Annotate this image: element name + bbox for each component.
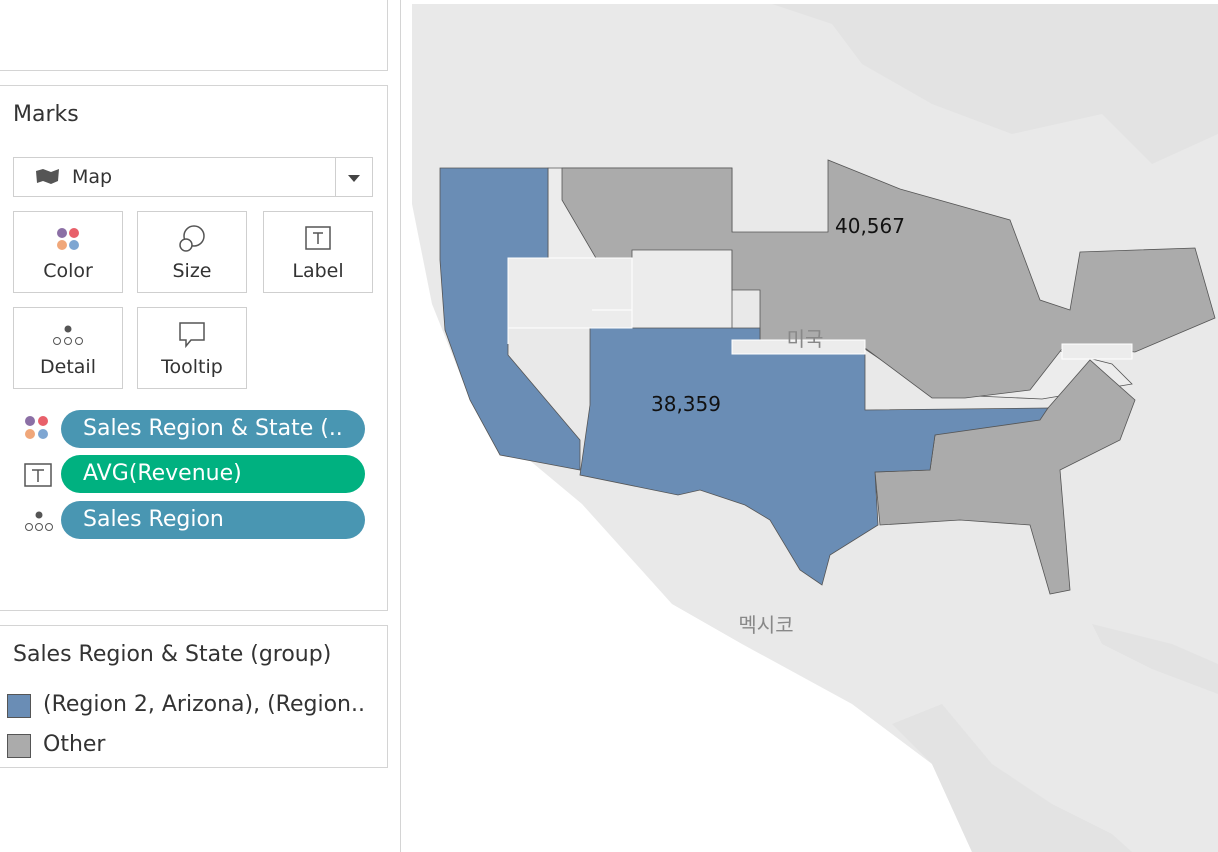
place-label: 미국	[787, 327, 824, 351]
mark-type-dropdown[interactable]: Map	[13, 157, 373, 197]
map: 미국 멕시코 40,567 38,359	[412, 4, 1218, 852]
mark-type: Map	[72, 166, 113, 188]
card-label: Tooltip	[161, 356, 223, 378]
card-label: Detail	[40, 356, 96, 378]
marks-title: Marks	[13, 102, 79, 127]
canada	[412, 4, 1218, 164]
card-label: Label	[292, 260, 344, 282]
place-label: 멕시코	[738, 613, 793, 637]
legend-title: Sales Region & State (group)	[13, 642, 332, 667]
card-label: Size	[172, 260, 212, 282]
map-label: 38,359	[651, 392, 721, 416]
legend-label[interactable]: (Region 2, Arizona), (Region..	[43, 692, 365, 717]
detail-card[interactable]: Detail	[13, 307, 123, 389]
size-card[interactable]: Size	[137, 211, 247, 293]
central-america	[892, 704, 1132, 852]
map-icon	[36, 169, 59, 184]
pill[interactable]: Sales Region	[61, 501, 365, 539]
legend-swatch[interactable]	[7, 694, 31, 718]
legend-label[interactable]: Other	[43, 732, 106, 757]
pill[interactable]: Sales Region & State (..	[61, 410, 365, 448]
map-label: 40,567	[835, 214, 905, 238]
label-card[interactable]: Label	[263, 211, 373, 293]
pill[interactable]: AVG(Revenue)	[61, 455, 365, 493]
tooltip-card[interactable]: Tooltip	[137, 307, 247, 389]
legend-swatch[interactable]	[7, 734, 31, 758]
state-outline	[507, 257, 1133, 360]
divider	[400, 0, 401, 852]
marks-panel: Marks Map Color Size Label Detail Toolti…	[0, 85, 388, 611]
color-icon	[25, 416, 48, 439]
color-card[interactable]: Color	[13, 211, 123, 293]
top-panel	[0, 0, 388, 71]
dropdown-arrow[interactable]	[335, 158, 372, 196]
caribbean	[1092, 624, 1218, 694]
legend-panel: Sales Region & State (group) (Region 2, …	[0, 625, 388, 768]
card-label: Color	[43, 260, 93, 282]
label-icon	[24, 463, 52, 487]
detail-icon	[25, 511, 53, 531]
